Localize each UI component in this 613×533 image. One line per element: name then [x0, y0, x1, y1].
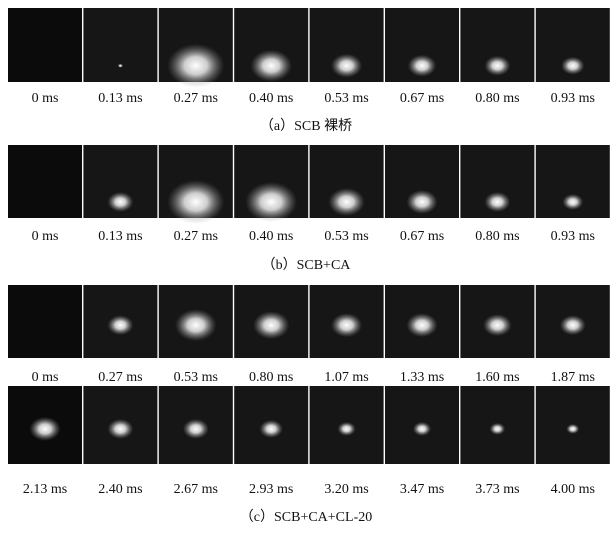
flash [337, 421, 356, 436]
flash [406, 313, 438, 338]
time-label: 0.80 ms [475, 91, 519, 106]
frame [83, 8, 158, 82]
flash [29, 416, 61, 441]
time-label: 0.13 ms [98, 91, 142, 106]
flash [412, 421, 432, 436]
panel-caption: （a）SCB 裸桥 [260, 118, 352, 134]
flash [407, 54, 437, 77]
panel-caption: （b）SCB+CA [262, 257, 352, 273]
time-label: 0.40 ms [249, 91, 293, 106]
frame [8, 8, 82, 82]
flash [483, 314, 512, 337]
panel-caption: （c）SCB+CA+CL-20 [240, 509, 372, 525]
time-label: 0.13 ms [98, 229, 142, 244]
flash [250, 49, 292, 82]
time-label: 0.93 ms [551, 91, 595, 106]
time-label: 0.53 ms [324, 91, 368, 106]
flash [107, 315, 134, 336]
time-label: 0 ms [32, 229, 59, 244]
time-label: 0.93 ms [551, 229, 595, 244]
time-label: 0.27 ms [174, 91, 218, 106]
flash [167, 43, 225, 88]
flash [489, 422, 506, 435]
flash [107, 418, 134, 439]
time-label: 1.60 ms [475, 370, 519, 385]
flash [167, 179, 225, 224]
flash [117, 63, 123, 68]
time-label: 1.33 ms [400, 370, 444, 385]
flash [259, 419, 283, 438]
time-label: 1.07 ms [324, 370, 368, 385]
flash [559, 315, 586, 336]
flash [182, 418, 209, 439]
time-label: 0.53 ms [174, 370, 218, 385]
flash [331, 313, 363, 338]
frame [8, 285, 82, 358]
time-label: 2.40 ms [98, 482, 142, 497]
time-label: 3.73 ms [475, 482, 519, 497]
flash [562, 193, 584, 210]
flash [406, 189, 438, 214]
flash [566, 423, 580, 434]
time-label: 0 ms [32, 370, 59, 385]
frame [8, 145, 82, 218]
time-label: 1.87 ms [551, 370, 595, 385]
time-label: 2.93 ms [249, 482, 293, 497]
flash [175, 309, 217, 342]
flash [331, 53, 363, 78]
time-label: 2.13 ms [23, 482, 67, 497]
time-label: 3.47 ms [400, 482, 444, 497]
time-label: 0.67 ms [400, 229, 444, 244]
time-label: 3.20 ms [324, 482, 368, 497]
flash [245, 181, 298, 222]
time-label: 0.53 ms [324, 229, 368, 244]
time-label: 0.80 ms [475, 229, 519, 244]
flash [253, 311, 290, 340]
time-label: 4.00 ms [551, 482, 595, 497]
time-label: 0.27 ms [174, 229, 218, 244]
time-label: 0.40 ms [249, 229, 293, 244]
time-label: 0.67 ms [400, 91, 444, 106]
time-label: 0.80 ms [249, 370, 293, 385]
flash [107, 191, 134, 212]
flash [328, 187, 365, 216]
flash [484, 55, 511, 76]
time-label: 2.67 ms [174, 482, 218, 497]
time-label: 0.27 ms [98, 370, 142, 385]
time-label: 0 ms [32, 91, 59, 106]
flash [484, 191, 511, 212]
flash [561, 56, 585, 75]
